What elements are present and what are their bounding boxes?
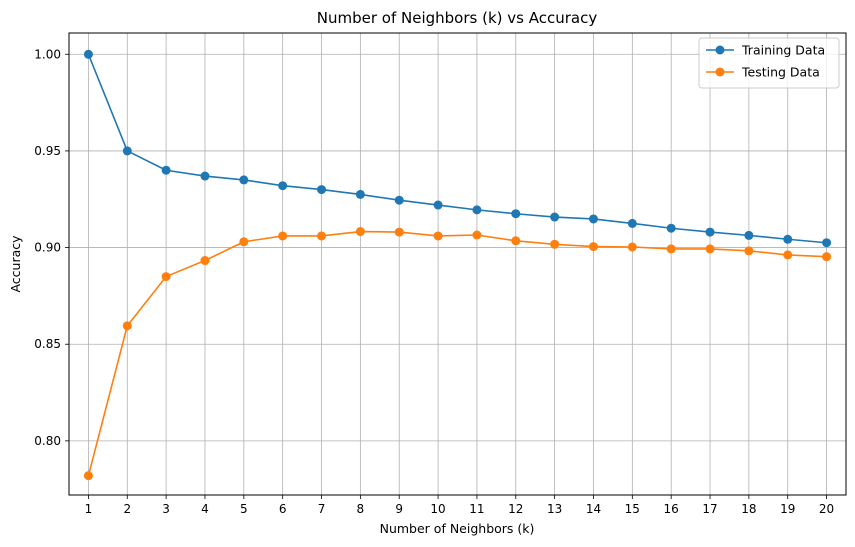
x-tick-label: 9 <box>395 502 403 516</box>
legend-marker-testing <box>715 67 725 77</box>
data-point-testing-data <box>317 231 327 241</box>
x-tick-label: 10 <box>430 502 445 516</box>
data-point-training-data <box>317 185 327 195</box>
chart-title: Number of Neighbors (k) vs Accuracy <box>317 9 598 27</box>
data-point-training-data <box>666 223 676 233</box>
data-point-training-data <box>200 171 210 181</box>
y-tick-label: 0.90 <box>34 241 61 255</box>
legend: Training Data Testing Data <box>698 37 840 89</box>
data-point-training-data <box>744 230 754 240</box>
x-axis-label: Number of Neighbors (k) <box>380 521 535 536</box>
data-point-training-data <box>822 238 832 248</box>
data-point-training-data <box>355 189 365 199</box>
x-tick-label: 19 <box>780 502 795 516</box>
data-point-testing-data <box>511 236 521 246</box>
data-point-testing-data <box>83 471 93 481</box>
data-point-training-data <box>278 181 288 191</box>
series-layer <box>83 49 832 481</box>
y-tick-label: 0.80 <box>34 434 61 448</box>
data-point-training-data <box>705 227 715 237</box>
data-point-testing-data <box>200 256 210 266</box>
y-axis-label: Accuracy <box>8 235 23 293</box>
grid <box>69 33 846 495</box>
ticks: 1 2 3 4 5 6 7 8 9 10 11 12 13 14 15 16 17 18 19 200.800.850… <box>34 47 834 516</box>
series-line-testing-data <box>87 230 827 476</box>
x-tick-label: 1 <box>85 502 93 516</box>
x-tick-label: 14 <box>586 502 601 516</box>
data-point-training-data <box>472 205 482 215</box>
x-tick-label: 13 <box>547 502 562 516</box>
legend-label-training: Training Data <box>741 43 825 58</box>
data-point-training-data <box>783 234 793 244</box>
x-tick-label: 20 <box>819 502 834 516</box>
plot-frame <box>68 32 847 496</box>
data-point-training-data <box>161 165 171 175</box>
data-point-testing-data <box>550 239 560 249</box>
data-point-training-data <box>239 175 249 185</box>
data-point-testing-data <box>122 321 132 331</box>
series-testing-data <box>83 227 832 481</box>
x-tick-label: 7 <box>318 502 326 516</box>
data-point-training-data <box>627 218 637 228</box>
data-point-testing-data <box>744 246 754 256</box>
data-point-training-data <box>122 146 132 156</box>
x-tick-label: 11 <box>469 502 484 516</box>
data-point-training-data <box>83 49 93 59</box>
legend-marker-training <box>715 45 725 55</box>
x-tick-label: 5 <box>240 502 248 516</box>
y-tick-label: 0.85 <box>34 337 61 351</box>
data-point-testing-data <box>472 230 482 240</box>
data-point-testing-data <box>783 250 793 260</box>
data-point-testing-data <box>239 237 249 247</box>
x-tick-label: 4 <box>201 502 209 516</box>
data-point-training-data <box>588 214 598 224</box>
data-point-testing-data <box>666 244 676 254</box>
legend-label-testing: Testing Data <box>741 65 820 80</box>
y-tick-label: 1.00 <box>34 47 61 61</box>
series-line-training-data <box>87 53 827 244</box>
y-tick-label: 0.95 <box>34 144 61 158</box>
x-tick-label: 15 <box>625 502 640 516</box>
x-tick-label: 3 <box>162 502 170 516</box>
data-point-testing-data <box>355 227 365 237</box>
data-point-training-data <box>550 212 560 222</box>
data-point-testing-data <box>433 231 443 241</box>
data-point-testing-data <box>822 252 832 262</box>
x-tick-label: 16 <box>664 502 679 516</box>
data-point-training-data <box>394 195 404 205</box>
data-point-training-data <box>433 200 443 210</box>
data-point-testing-data <box>394 227 404 237</box>
data-point-testing-data <box>588 242 598 252</box>
x-tick-label: 6 <box>279 502 287 516</box>
x-tick-label: 8 <box>357 502 365 516</box>
data-point-testing-data <box>627 242 637 252</box>
data-point-training-data <box>511 209 521 219</box>
x-tick-label: 2 <box>123 502 131 516</box>
x-tick-label: 18 <box>741 502 756 516</box>
data-point-testing-data <box>161 272 171 282</box>
x-tick-label: 17 <box>702 502 717 516</box>
series-training-data <box>83 49 832 248</box>
data-point-testing-data <box>278 231 288 241</box>
data-point-testing-data <box>705 244 715 254</box>
x-tick-label: 12 <box>508 502 523 516</box>
